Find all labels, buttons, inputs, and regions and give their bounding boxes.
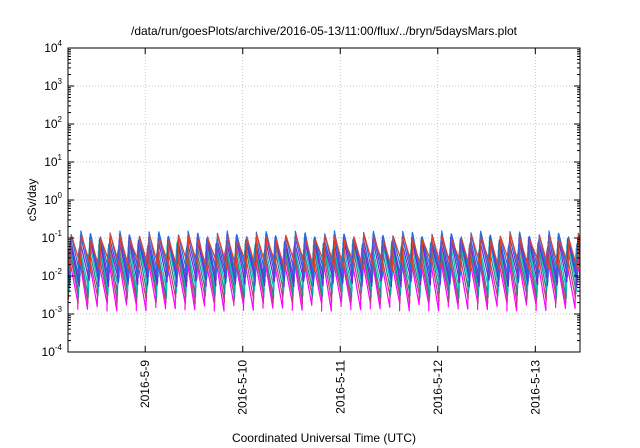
series-line — [68, 230, 580, 279]
x-axis-label: Coordinated Universal Time (UTC) — [232, 431, 416, 445]
y-tick-label: 10-3 — [42, 305, 63, 321]
x-tick-label: 2016-5-9 — [138, 360, 152, 408]
series-group — [68, 230, 580, 312]
y-axis: 10-4 10-3 10-2 10-1 100 101 102 103 104 — [42, 39, 580, 359]
x-axis: 2016-5-9 2016-5-10 2016-5-11 2016-5-12 2016-… — [138, 48, 542, 415]
x-tick-label: 2016-5-11 — [333, 360, 347, 414]
y-tick-label: 10-2 — [42, 267, 63, 283]
plot-area — [68, 230, 580, 312]
chart-title: /data/run/goesPlots/archive/2016-05-13/1… — [131, 24, 518, 38]
y-tick-label: 101 — [44, 153, 62, 169]
x-tick-label: 2016-5-12 — [431, 360, 445, 415]
y-tick-label: 100 — [44, 191, 62, 207]
y-tick-label: 104 — [44, 39, 62, 55]
y-tick-label: 10-1 — [42, 229, 63, 245]
y-tick-label: 10-4 — [42, 343, 63, 359]
y-tick-label: 102 — [44, 115, 62, 131]
y-tick-label: 103 — [44, 77, 62, 93]
x-tick-label: 2016-5-13 — [528, 360, 542, 415]
y-axis-label: cSv/day — [25, 179, 39, 222]
series-line — [68, 233, 580, 272]
x-tick-label: 2016-5-10 — [236, 360, 250, 415]
